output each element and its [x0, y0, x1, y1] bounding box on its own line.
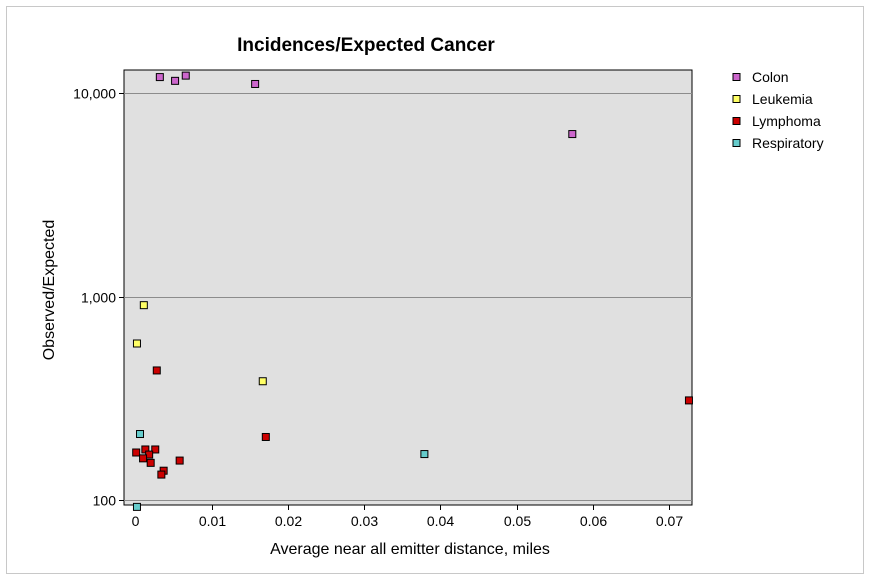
x-tick-label: 0.03 — [351, 513, 378, 529]
x-tick-label: 0.06 — [580, 513, 607, 529]
point-colon — [155, 73, 164, 82]
x-tick-label: 0.05 — [504, 513, 531, 529]
x-tick-label: 0.02 — [275, 513, 302, 529]
point-lymphoma — [157, 470, 166, 479]
point-leukemia — [258, 377, 267, 386]
point-lymphoma — [261, 432, 270, 441]
point-lymphoma — [152, 366, 161, 375]
legend-marker-respiratory — [732, 139, 741, 147]
point-respiratory — [420, 450, 429, 459]
legend: Colon Leukemia Lymphoma Respiratory — [732, 69, 824, 151]
legend-label-lymphoma: Lymphoma — [752, 113, 821, 129]
point-colon — [171, 76, 180, 85]
point-respiratory — [132, 502, 141, 511]
chart-title: Incidences/Expected Cancer — [237, 35, 495, 56]
point-leukemia — [132, 339, 141, 348]
legend-label-leukemia: Leukemia — [752, 91, 813, 107]
point-colon — [181, 71, 190, 80]
y-tick-label: 10,000 — [73, 86, 116, 102]
point-lymphoma — [146, 458, 155, 467]
point-colon — [568, 130, 577, 139]
y-axis-label: Observed/Expected — [41, 220, 58, 361]
point-respiratory — [136, 430, 145, 439]
point-leukemia — [139, 301, 148, 310]
x-axis-label: Average near all emitter distance, miles — [270, 541, 550, 558]
data-points — [132, 71, 693, 511]
point-lymphoma — [132, 448, 141, 457]
legend-marker-lymphoma — [732, 117, 741, 125]
axes: 100 1,000 10,000 0 0.01 0.02 0.03 0.04 0.05 0.06 0… — [73, 86, 683, 530]
grid-lines — [124, 93, 692, 501]
point-lymphoma — [139, 454, 148, 463]
x-tick-label: 0.04 — [427, 513, 454, 529]
legend-label-respiratory: Respiratory — [752, 135, 824, 151]
y-tick-label: 1,000 — [81, 290, 116, 306]
x-tick-label: 0.01 — [199, 513, 226, 529]
point-colon — [251, 79, 260, 88]
legend-label-colon: Colon — [752, 69, 789, 85]
x-tick-label: 0 — [132, 513, 140, 529]
point-lymphoma — [175, 456, 184, 465]
y-tick-label: 100 — [93, 493, 117, 509]
legend-marker-leukemia — [732, 95, 741, 103]
legend-marker-colon — [732, 73, 741, 81]
point-lymphoma — [151, 445, 160, 454]
plot-area — [123, 69, 693, 506]
x-tick-label: 0.07 — [656, 513, 683, 529]
point-lymphoma — [684, 396, 693, 405]
